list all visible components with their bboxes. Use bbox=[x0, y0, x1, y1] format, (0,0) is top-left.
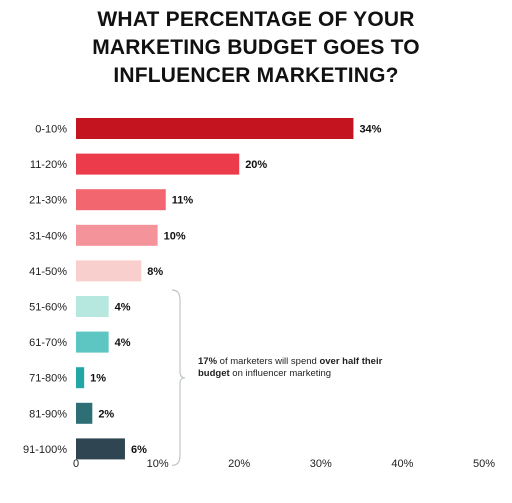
data-label: 10% bbox=[164, 230, 186, 242]
x-tick-label: 30% bbox=[310, 458, 332, 470]
chart-title-line: INFLUENCER MARKETING? bbox=[113, 64, 399, 87]
bar bbox=[76, 224, 158, 246]
bar bbox=[76, 118, 354, 139]
data-label: 6% bbox=[131, 444, 147, 456]
bar bbox=[76, 367, 85, 389]
annotation-text-part: on influencer marketing bbox=[229, 368, 332, 379]
chart-title-line: WHAT PERCENTAGE OF YOUR bbox=[97, 8, 415, 31]
bar bbox=[76, 331, 109, 353]
category-label: 51-60% bbox=[29, 302, 67, 314]
x-tick-label: 50% bbox=[473, 458, 495, 470]
chart-title: WHAT PERCENTAGE OF YOUR MARKETING BUDGET… bbox=[0, 6, 512, 90]
bar bbox=[76, 438, 125, 460]
bar bbox=[76, 296, 109, 317]
category-label: 81-90% bbox=[29, 408, 67, 420]
annotation-emphasis: over half their budget bbox=[198, 356, 383, 379]
bar bbox=[76, 153, 240, 175]
annotation-text-part: of marketers will spend bbox=[217, 356, 320, 367]
data-label: 2% bbox=[98, 408, 114, 420]
data-label: 20% bbox=[245, 159, 267, 171]
bar bbox=[76, 402, 93, 424]
data-label: 34% bbox=[359, 124, 381, 136]
data-label: 11% bbox=[172, 195, 194, 207]
category-label: 31-40% bbox=[29, 230, 67, 242]
bars-group bbox=[76, 118, 354, 460]
data-label: 4% bbox=[115, 302, 131, 314]
value-labels-group: 34% 20% 11% 10% 8% 4% 4% 1% 2% 6% bbox=[90, 124, 382, 456]
category-label: 0-10% bbox=[35, 124, 67, 136]
category-labels-group: 0-10% 11-20% 21-30% 31-40% 41-50% 51-60% 61-70… bbox=[23, 124, 67, 456]
data-label: 1% bbox=[90, 373, 106, 385]
chart-title-line: MARKETING BUDGET GOES TO bbox=[92, 36, 420, 59]
x-tick-label: 10% bbox=[147, 458, 169, 470]
data-label: 4% bbox=[115, 337, 131, 349]
x-tick-label: 20% bbox=[228, 458, 250, 470]
annotation-bracket bbox=[171, 289, 186, 466]
x-tick-label: 40% bbox=[391, 458, 413, 470]
category-label: 71-80% bbox=[29, 373, 67, 385]
x-tick-label: 0 bbox=[73, 458, 79, 470]
bar bbox=[76, 260, 142, 282]
category-label: 41-50% bbox=[29, 266, 67, 278]
data-label: 8% bbox=[147, 266, 163, 278]
category-label: 11-20% bbox=[30, 159, 67, 171]
annotation-percent: 17% bbox=[198, 356, 218, 367]
category-label: 61-70% bbox=[29, 337, 67, 349]
bar bbox=[76, 189, 166, 211]
x-axis: 0 10% 20% 30% 40% 50% bbox=[73, 458, 495, 470]
annotation-text: 17% of marketers will spend over half th… bbox=[198, 356, 383, 380]
category-label: 21-30% bbox=[29, 195, 67, 207]
category-label: 91-100% bbox=[23, 444, 67, 456]
